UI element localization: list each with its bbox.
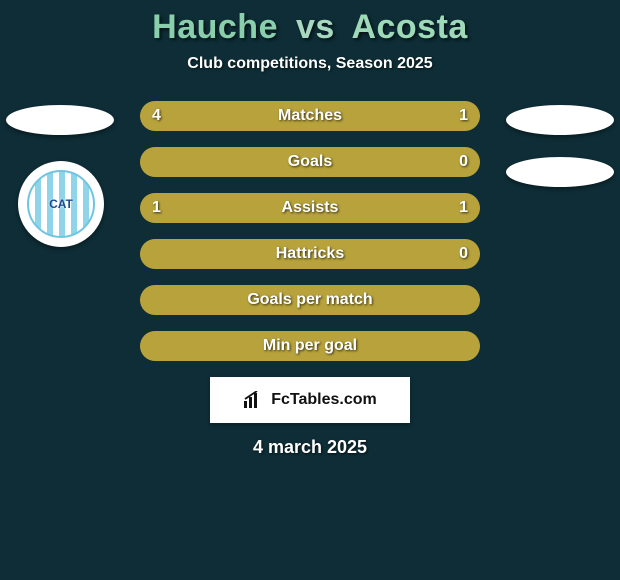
stat-row: Hattricks0 xyxy=(140,239,480,269)
stat-value-right: 0 xyxy=(459,147,468,177)
player-a-badge xyxy=(6,105,114,135)
stat-row: Min per goal xyxy=(140,331,480,361)
player-b-badge-1 xyxy=(506,105,614,135)
stat-label: Assists xyxy=(140,193,480,223)
stat-row: Assists1 1 xyxy=(140,193,480,223)
stat-label: Goals xyxy=(140,147,480,177)
subtitle: Club competitions, Season 2025 xyxy=(0,55,620,73)
comparison-area: CAT Matches41Goals0Assists11Hattricks0Go… xyxy=(0,101,620,361)
stat-label: Hattricks xyxy=(140,239,480,269)
player-a-name: Hauche xyxy=(152,8,278,46)
brand-text: FcTables.com xyxy=(271,391,377,409)
player-b-name: Acosta xyxy=(351,8,467,46)
stat-row: Goals0 xyxy=(140,147,480,177)
vs-text: vs xyxy=(296,8,335,46)
comparison-title: Hauche vs Acosta xyxy=(0,0,620,47)
stat-value-left: 1 xyxy=(152,193,161,223)
stat-value-right: 0 xyxy=(459,239,468,269)
stat-value-left: 4 xyxy=(152,101,161,131)
club-logo-text: CAT xyxy=(27,170,95,238)
brand-logo: FcTables.com xyxy=(210,377,410,423)
stat-label: Goals per match xyxy=(140,285,480,315)
date-text: 4 march 2025 xyxy=(0,437,620,458)
stat-row: Matches4 1 xyxy=(140,101,480,131)
player-b-badge-2 xyxy=(506,157,614,187)
stat-label: Matches xyxy=(140,101,480,131)
stat-value-right: 1 xyxy=(459,193,468,223)
bars-icon xyxy=(243,391,265,409)
stat-label: Min per goal xyxy=(140,331,480,361)
stat-bars: Matches41Goals0Assists11Hattricks0Goals … xyxy=(140,101,480,361)
stat-row: Goals per match xyxy=(140,285,480,315)
stat-value-right: 1 xyxy=(459,101,468,131)
club-logo: CAT xyxy=(18,161,104,247)
